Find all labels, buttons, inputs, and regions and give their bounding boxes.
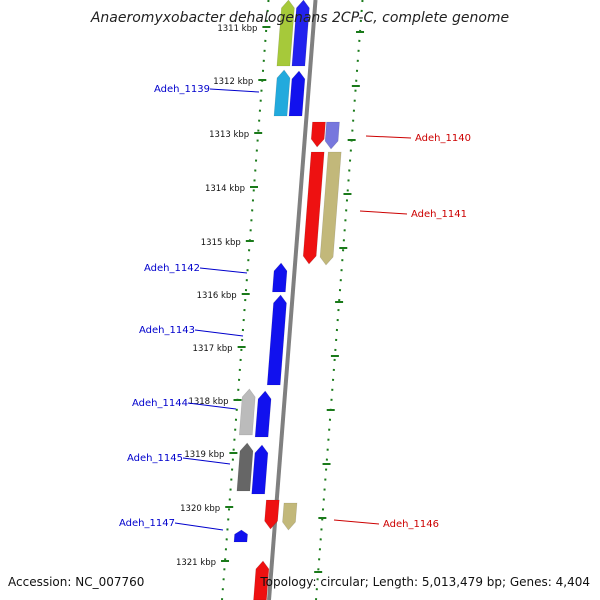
accession-text: Accession: NC_007760: [8, 575, 145, 589]
scale-line-right: [315, 0, 364, 600]
ruler-label: 1315 kbp: [201, 238, 241, 248]
gene-label: Adeh_1144: [132, 398, 188, 409]
ruler-label: 1316 kbp: [197, 291, 237, 301]
ruler-label: 1319 kbp: [184, 450, 224, 460]
ruler-label: 1318 kbp: [188, 397, 228, 407]
gene-label: Adeh_1146: [383, 519, 439, 530]
gene-label: Adeh_1147: [119, 518, 175, 529]
gene-label-leader: [365, 135, 412, 139]
gene-plus-arrow: [254, 390, 272, 438]
gene-minus-arrow: [319, 151, 342, 266]
gene-label: Adeh_1145: [127, 453, 183, 464]
gene-plus-arrow: [272, 262, 288, 293]
gene-label-leader: [333, 519, 380, 525]
ruler-label: 1311 kbp: [217, 24, 257, 34]
genome-summary: Topology: circular; Length: 5,013,479 bp…: [260, 575, 590, 589]
gene-plus-arrow: [276, 0, 295, 67]
gene-label-leader: [194, 329, 244, 337]
gene-label-leader: [359, 210, 408, 215]
gene-plus-arrow: [266, 294, 287, 386]
ruler-label: 1317 kbp: [193, 344, 233, 354]
ruler-label: 1314 kbp: [205, 184, 245, 194]
gene-label-leader: [209, 88, 260, 93]
gene-minus-arrow: [310, 121, 326, 148]
gene-label-leader: [187, 402, 237, 410]
gene-label: Adeh_1139: [154, 84, 210, 95]
gene-label: Adeh_1141: [411, 209, 467, 220]
ruler-label: 1312 kbp: [213, 77, 253, 87]
scale-line-left: [221, 0, 270, 600]
genome-title: Anaeromyxobacter dehalogenans 2CP-C, com…: [90, 10, 510, 26]
gene-label-leader: [199, 267, 248, 274]
gene-minus-arrow: [302, 151, 325, 265]
gene-plus-arrow: [288, 70, 306, 117]
gene-minus-arrow: [282, 502, 298, 531]
gene-plus-arrow: [253, 560, 270, 600]
gene-plus-arrow: [251, 444, 269, 495]
ruler-label: 1321 kbp: [176, 558, 216, 568]
gene-label: Adeh_1143: [139, 325, 195, 336]
gene-plus-arrow: [291, 0, 310, 67]
ruler-label: 1320 kbp: [180, 504, 220, 514]
gene-label-leader: [182, 457, 231, 465]
gene-plus-arrow: [238, 388, 256, 436]
gene-minus-arrow: [324, 121, 340, 150]
gene-label-leader: [174, 522, 224, 531]
gene-label: Adeh_1142: [144, 263, 200, 274]
gene-minus-arrow: [264, 499, 280, 530]
gene-plus-arrow: [233, 529, 248, 543]
gene-plus-arrow: [273, 69, 291, 117]
ruler-label: 1313 kbp: [209, 130, 249, 140]
gene-plus-arrow: [236, 442, 254, 492]
gene-label: Adeh_1140: [415, 133, 471, 144]
